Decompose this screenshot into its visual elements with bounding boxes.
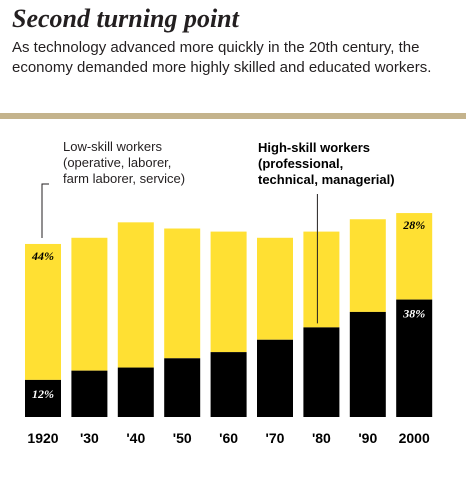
low-skill-annotation-line-2: (operative, laborer, — [63, 155, 172, 170]
x-tick-label: '60 — [219, 430, 238, 446]
bars-group — [25, 213, 433, 417]
bar-high-skill-'30 — [71, 370, 108, 417]
x-tick-label: '30 — [80, 430, 99, 446]
high-skill-annotation-line-2: (professional, — [258, 156, 344, 171]
bar-low-skill-'90 — [349, 219, 386, 312]
x-tick-label: '90 — [358, 430, 377, 446]
bar-low-skill-'60 — [210, 231, 247, 353]
chart-title: Second turning point — [12, 4, 239, 33]
bar-high-skill-1920 — [25, 379, 61, 417]
low-skill-annotation: Low-skill workers (operative, laborer, f… — [63, 139, 243, 187]
bar-low-skill-1920 — [25, 243, 61, 380]
bar-high-skill-'70 — [257, 339, 293, 417]
bar-high-skill-'40 — [117, 367, 154, 417]
high-skill-annotation-line-1: High-skill workers — [258, 140, 370, 155]
x-tick-label: '40 — [126, 430, 145, 446]
x-tick-label: 2000 — [399, 430, 430, 446]
data-label-low-1920: 44% — [31, 249, 54, 263]
x-tick-label: 1920 — [27, 430, 58, 446]
data-label-high-1920: 12% — [32, 387, 54, 401]
low-skill-annotation-line-1: Low-skill workers — [63, 139, 162, 154]
bar-high-skill-'60 — [210, 352, 247, 417]
high-skill-annotation: High-skill workers (professional, techni… — [258, 140, 458, 188]
data-labels-group: 44% 12% 28% 38% — [31, 218, 425, 401]
low-skill-leader-line — [41, 183, 49, 238]
bar-high-skill-2000 — [396, 299, 433, 417]
x-axis-ticks: 1920 '30 '40 '50 '60 '70 '80 '90 2000 — [27, 430, 430, 446]
bar-low-skill-2000 — [396, 213, 433, 300]
high-skill-annotation-line-3: technical, managerial) — [258, 172, 395, 187]
bar-low-skill-'80 — [303, 231, 340, 328]
bar-low-skill-'70 — [257, 237, 293, 340]
x-tick-label: '70 — [266, 430, 285, 446]
divider-rule — [0, 113, 466, 119]
low-skill-annotation-line-3: farm laborer, service) — [63, 171, 186, 186]
bar-low-skill-'40 — [117, 222, 154, 368]
x-tick-label: '80 — [312, 430, 331, 446]
bar-low-skill-'50 — [164, 228, 201, 359]
bar-low-skill-'30 — [71, 237, 108, 371]
chart-subtitle: As technology advanced more quickly in t… — [12, 39, 432, 76]
bar-high-skill-'90 — [349, 311, 386, 417]
bar-high-skill-'80 — [303, 327, 340, 417]
x-tick-label: '50 — [173, 430, 192, 446]
data-label-low-2000: 28% — [402, 218, 425, 232]
annotation-leaders — [41, 183, 318, 324]
data-label-high-2000: 38% — [402, 307, 425, 321]
bar-high-skill-'50 — [164, 358, 201, 417]
